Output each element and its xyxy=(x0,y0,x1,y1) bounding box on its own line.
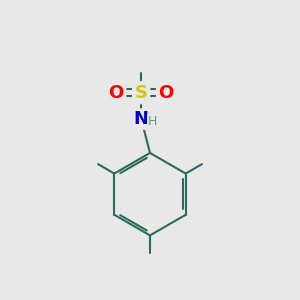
Text: S: S xyxy=(135,84,148,102)
Text: O: O xyxy=(109,84,124,102)
Text: O: O xyxy=(159,84,174,102)
Text: N: N xyxy=(134,110,149,128)
Text: H: H xyxy=(148,115,157,128)
